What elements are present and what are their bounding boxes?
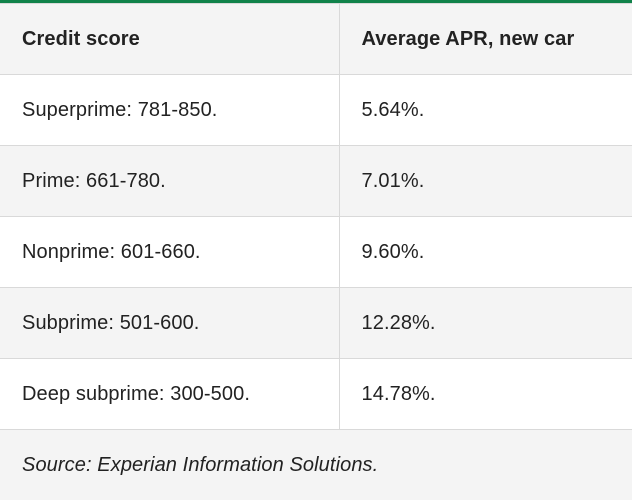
apr-cell: 12.28%. xyxy=(338,287,632,359)
apr-cell: 7.01%. xyxy=(338,145,632,217)
table-header: Credit score Average APR, new car xyxy=(0,3,632,75)
header-credit-score: Credit score xyxy=(0,3,340,75)
source-note: Source: Experian Information Solutions. xyxy=(0,429,632,500)
credit-score-cell: Subprime: 501-600. xyxy=(0,287,340,359)
apr-cell: 9.60%. xyxy=(338,216,632,288)
table-row: Nonprime: 601-660. 9.60%. xyxy=(0,216,632,288)
table-body: Superprime: 781-850. 5.64%. Prime: 661-7… xyxy=(0,74,632,500)
credit-score-cell: Nonprime: 601-660. xyxy=(0,216,340,288)
apr-table: Credit score Average APR, new car Superp… xyxy=(0,3,632,500)
credit-score-cell: Prime: 661-780. xyxy=(0,145,340,217)
header-average-apr: Average APR, new car xyxy=(338,3,632,75)
table-row: Subprime: 501-600. 12.28%. xyxy=(0,287,632,359)
table-row: Deep subprime: 300-500. 14.78%. xyxy=(0,358,632,430)
apr-cell: 14.78%. xyxy=(338,358,632,430)
credit-score-cell: Superprime: 781-850. xyxy=(0,74,340,146)
source-row: Source: Experian Information Solutions. xyxy=(0,429,632,500)
apr-cell: 5.64%. xyxy=(338,74,632,146)
header-row: Credit score Average APR, new car xyxy=(0,3,632,75)
table-row: Superprime: 781-850. 5.64%. xyxy=(0,74,632,146)
credit-score-cell: Deep subprime: 300-500. xyxy=(0,358,340,430)
table-row: Prime: 661-780. 7.01%. xyxy=(0,145,632,217)
